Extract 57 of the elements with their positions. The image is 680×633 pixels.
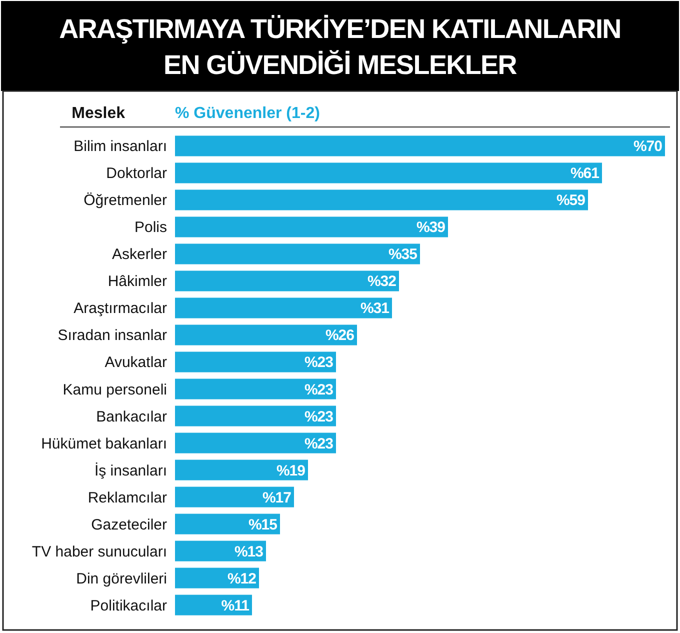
data-label: %19 xyxy=(276,462,306,480)
y-tick-label: Politikacılar xyxy=(90,597,167,614)
data-label: %70 xyxy=(633,138,662,156)
bar xyxy=(175,460,308,480)
data-label: %61 xyxy=(570,165,600,182)
y-tick-label: Askerler xyxy=(112,246,167,264)
bar xyxy=(175,324,357,346)
bar xyxy=(175,244,420,264)
bar xyxy=(175,594,252,616)
bar xyxy=(175,568,259,588)
bar xyxy=(175,270,399,292)
bar xyxy=(175,190,588,210)
y-tick-label: Bilim insanları xyxy=(74,138,167,156)
data-label: %11 xyxy=(221,597,250,614)
bar xyxy=(175,162,602,184)
bar xyxy=(175,432,336,454)
data-label: %15 xyxy=(248,516,278,534)
y-axis-title: Meslek xyxy=(72,105,126,122)
bar xyxy=(175,514,280,534)
bar xyxy=(175,406,336,426)
data-label: %23 xyxy=(304,408,334,426)
bar xyxy=(175,378,336,400)
data-label: %13 xyxy=(234,543,264,560)
data-label: %31 xyxy=(360,300,390,318)
bar xyxy=(175,540,266,562)
data-label: %39 xyxy=(416,219,446,236)
y-tick-label: Hâkimler xyxy=(108,273,167,290)
bar xyxy=(175,486,294,508)
chart-title: ARAŞTIRMAYA TÜRKİYE’DEN KATILANLARIN EN GÜVENDİĞİ MESLEKLER xyxy=(59,14,621,80)
data-label: %12 xyxy=(227,570,256,588)
y-tick-label: Kamu personeli xyxy=(62,381,167,398)
bar xyxy=(175,216,448,238)
data-label: %23 xyxy=(304,435,334,452)
data-label: %35 xyxy=(388,246,418,264)
y-tick-label: Bankacılar xyxy=(96,408,167,426)
data-label: %17 xyxy=(262,489,292,506)
data-label: %59 xyxy=(556,192,586,210)
bar xyxy=(175,298,392,318)
y-tick-label: Doktorlar xyxy=(106,165,167,182)
y-tick-label: Avukatlar xyxy=(104,354,167,372)
y-tick-label: Gazeteciler xyxy=(91,516,167,534)
y-tick-label: Reklamcılar xyxy=(88,489,167,506)
y-tick-label: Polis xyxy=(134,219,167,236)
x-axis-title: % Güvenenler (1-2) xyxy=(175,105,320,122)
y-tick-label: Din görevlileri xyxy=(76,570,167,588)
bar xyxy=(175,352,336,372)
y-tick-label: Hükümet bakanları xyxy=(41,435,167,452)
y-tick-label: İş insanları xyxy=(94,461,167,480)
y-tick-label: Öğretmenler xyxy=(84,192,167,210)
y-tick-label: Araştırmacılar xyxy=(74,300,167,318)
data-label: %26 xyxy=(325,327,354,344)
y-tick-label: TV haber sunucuları xyxy=(32,543,167,560)
bar xyxy=(175,136,665,156)
data-label: %32 xyxy=(367,273,396,290)
y-tick-label: Sıradan insanlar xyxy=(58,327,168,344)
data-label: %23 xyxy=(304,381,334,398)
data-label: %23 xyxy=(304,354,334,372)
